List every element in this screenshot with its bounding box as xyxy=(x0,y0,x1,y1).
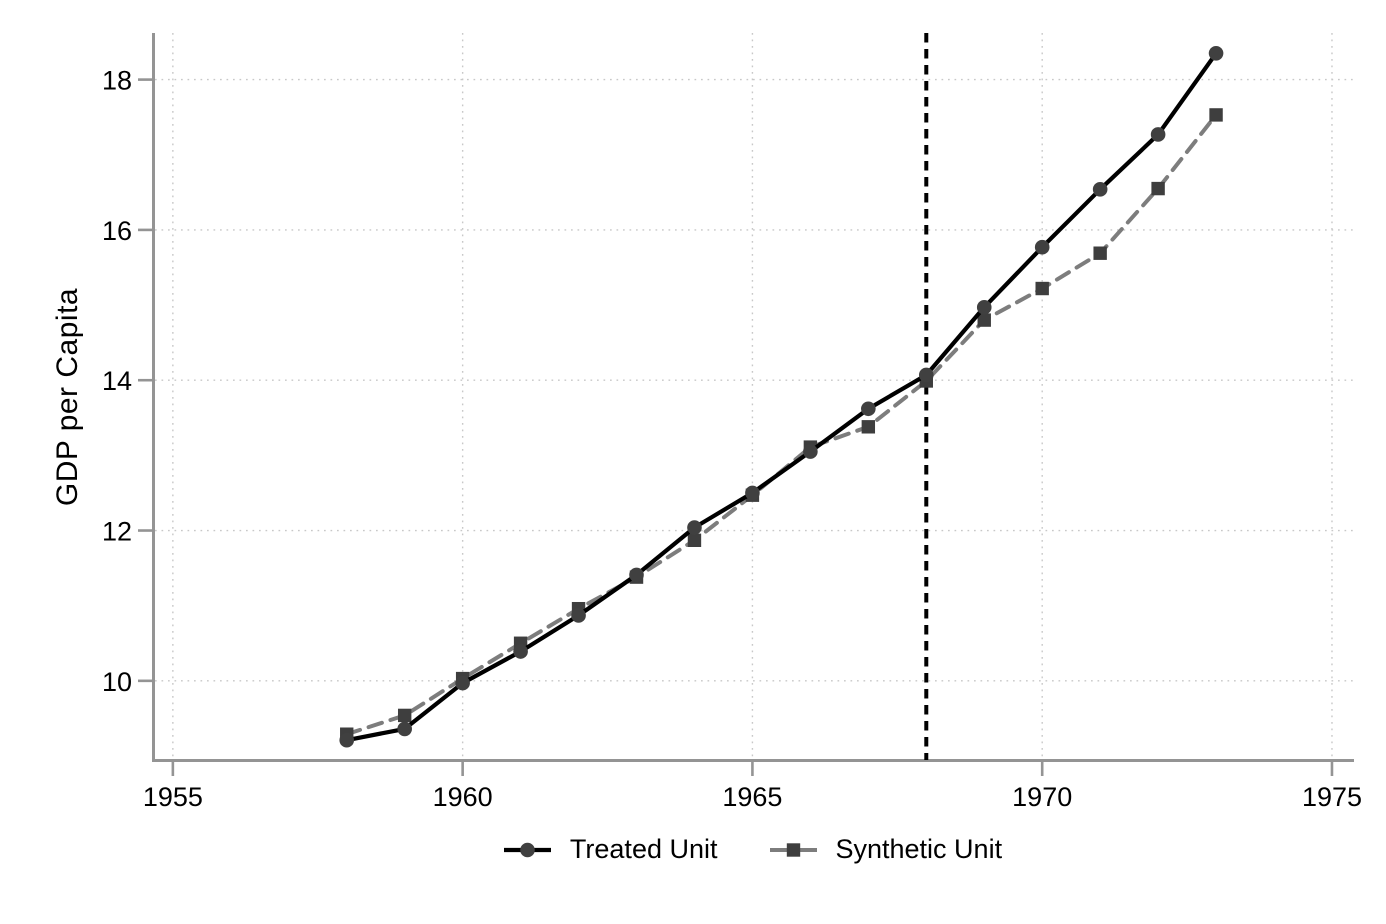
synthetic-marker xyxy=(687,533,702,547)
synthetic-marker xyxy=(1093,246,1107,260)
y-axis-title: GDP per Capita xyxy=(51,287,84,507)
treated-marker xyxy=(687,520,702,535)
y-tick-label: 18 xyxy=(102,66,132,96)
treated-marker xyxy=(1150,127,1166,142)
y-tick-label: 12 xyxy=(102,517,132,547)
legend-label-synthetic: Synthetic Unit xyxy=(835,834,1003,864)
legend: Treated Unit Synthetic Unit xyxy=(152,834,1354,865)
x-tick-label: 1955 xyxy=(143,782,203,812)
treated-marker xyxy=(1208,45,1224,61)
treated-marker xyxy=(861,401,876,417)
treated-marker xyxy=(629,567,644,583)
treated-marker xyxy=(571,608,586,623)
x-tick-label: 1960 xyxy=(433,782,493,812)
synthetic-line-path xyxy=(344,112,1219,737)
treated-line-path xyxy=(344,51,1219,743)
treated-marker xyxy=(397,721,412,737)
synthetic-marker xyxy=(1209,108,1223,122)
synthetic-key-square-marker xyxy=(786,842,800,857)
y-tick-label: 14 xyxy=(102,366,132,396)
x-tick-label: 1970 xyxy=(1012,782,1072,812)
treated-marker xyxy=(1034,239,1050,255)
treated-marker xyxy=(803,444,818,459)
x-tick-label: 1975 xyxy=(1302,782,1362,812)
treated-line-key-icon xyxy=(503,842,551,857)
y-tick-label: 16 xyxy=(102,216,132,246)
synthetic-marker xyxy=(397,708,412,723)
treated-marker xyxy=(976,300,992,315)
synthetic-line-key-icon xyxy=(769,842,817,857)
legend-item-treated: Treated Unit xyxy=(503,834,718,865)
synthetic-marker xyxy=(977,313,991,327)
treated-key-circle-marker xyxy=(520,842,535,857)
treated-marker xyxy=(513,644,528,659)
synthetic-marker xyxy=(1151,181,1165,196)
treated-marker xyxy=(455,675,470,691)
x-tick-label: 1965 xyxy=(722,782,782,812)
legend-item-synthetic: Synthetic Unit xyxy=(769,834,1003,865)
treated-marker xyxy=(1092,182,1108,197)
y-tick-label: 10 xyxy=(102,667,132,697)
legend-label-treated: Treated Unit xyxy=(569,834,718,864)
treated-marker xyxy=(745,485,760,501)
synthetic-marker xyxy=(1035,281,1049,296)
treated-marker xyxy=(339,732,355,748)
synthetic-marker xyxy=(861,420,876,434)
treated-marker xyxy=(918,367,934,383)
